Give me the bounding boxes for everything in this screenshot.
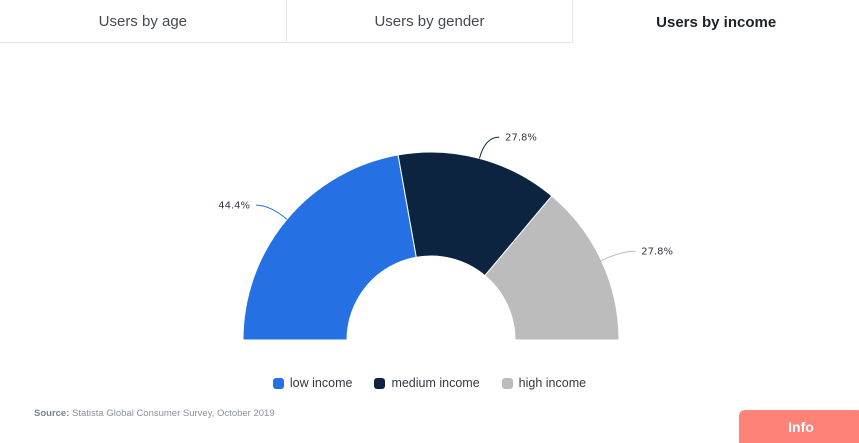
connector-line xyxy=(478,136,500,159)
legend-item-low-income[interactable]: low income xyxy=(272,376,353,390)
source-text: Statista Global Consumer Survey, October… xyxy=(72,408,275,419)
tab-users-by-gender[interactable]: Users by gender xyxy=(286,0,574,43)
legend-item-high-income[interactable]: high income xyxy=(501,376,587,390)
connector-line xyxy=(256,204,288,220)
data-label-medium-income: 27.8% xyxy=(505,133,537,144)
tab-label: Users by gender xyxy=(374,12,485,30)
info-button-label: Info xyxy=(788,419,814,435)
slice-medium-income[interactable] xyxy=(397,151,553,277)
chart-legend: low income medium income high income xyxy=(0,376,859,390)
label-connectors xyxy=(256,136,636,261)
info-button[interactable]: Info xyxy=(739,410,859,443)
semi-donut-chart: 44.4% 27.8% 27.8% xyxy=(218,133,673,341)
legend-label: high income xyxy=(518,376,587,390)
legend-item-medium-income[interactable]: medium income xyxy=(374,376,480,390)
slice-high-income[interactable] xyxy=(484,195,620,341)
tab-label: Users by income xyxy=(656,13,777,31)
tab-users-by-age[interactable]: Users by age xyxy=(0,0,287,43)
legend-swatch xyxy=(501,377,513,389)
chart-slices xyxy=(242,151,620,341)
data-label-low-income: 44.4% xyxy=(218,201,250,212)
legend-label: medium income xyxy=(391,376,480,390)
legend-label: low income xyxy=(289,376,353,390)
data-label-high-income: 27.8% xyxy=(641,247,673,258)
slice-low-income[interactable] xyxy=(242,154,417,341)
source-note: Source: Statista Global Consumer Survey,… xyxy=(34,408,275,419)
tab-label: Users by age xyxy=(98,12,188,30)
legend-swatch xyxy=(374,377,386,389)
data-labels: 44.4% 27.8% 27.8% xyxy=(218,133,673,258)
source-label: Source: xyxy=(34,408,70,419)
tab-bar: Users by age Users by gender Users by in… xyxy=(0,0,859,44)
tab-users-by-income[interactable]: Users by income xyxy=(573,0,859,43)
connector-line xyxy=(601,250,636,261)
legend-swatch xyxy=(272,377,284,389)
